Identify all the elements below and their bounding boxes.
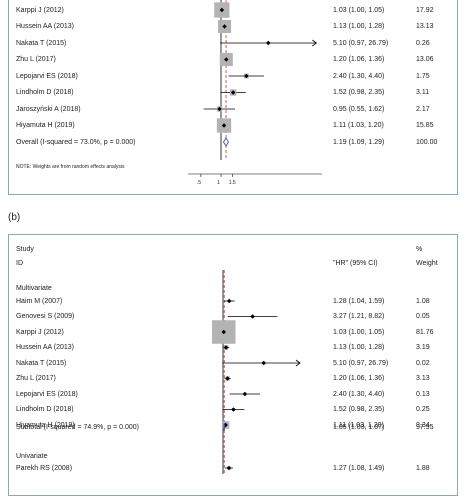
study-row-ci-label: 1.52 (0.98, 2.35) [333, 89, 385, 96]
study-row-weight-label: 15.85 [416, 122, 434, 129]
study-row-study-label: Lindholm D (2018) [16, 406, 74, 413]
study-row-study-label: Karppi J (2012) [16, 6, 64, 14]
univariate-row-study-label: Parekh RS (2008) [16, 464, 73, 472]
study-row-point-estimate [224, 57, 229, 62]
univariate-row-ci-label: 1.27 (1.08, 1.49) [333, 464, 385, 472]
study-row-study-label: Genovesi S (2009) [16, 313, 75, 320]
study-row-ci-label: 0.95 (0.55, 1.62) [333, 105, 385, 113]
study-row-ci-label: 1.52 (0.98, 2.35) [333, 406, 385, 413]
study-row-ci-arrow [312, 39, 318, 47]
study-row-point-estimate [250, 314, 255, 319]
study-row-study-label: Zhu L (2017) [16, 56, 56, 63]
study-row-weight-label: 3.13 [416, 375, 430, 382]
study-row-weight-label: 3.19 [416, 344, 430, 351]
study-row-weight-label: 1.75 [416, 72, 430, 80]
summary-weight-label: 97.95 [416, 423, 434, 431]
header-weight: Weight [416, 260, 438, 267]
study-row-weight-label: 1.08 [416, 297, 430, 305]
study-row-weight-label: 17.92 [416, 6, 434, 14]
summary-label: Subtotal (I-squared = 74.9%, p = 0.000) [16, 423, 139, 431]
header-ci: "HR" (95% CI) [333, 260, 378, 267]
study-row-ci-label: 5.10 (0.97, 26.79) [333, 359, 389, 367]
study-row-study-label: Hussein AA (2013) [16, 23, 74, 30]
study-row-study-label: Hussein AA (2013) [16, 344, 74, 351]
study-row-ci-label: 1.03 (1.00, 1.05) [333, 6, 385, 14]
study-row-weight-label: 0.02 [416, 359, 430, 367]
study-row-point-estimate [242, 391, 248, 397]
study-row-ci-label: 1.11 (1.03, 1.20) [333, 122, 384, 129]
study-row-ci-label: 1.20 (1.06, 1.36) [333, 375, 385, 382]
weights-note: NOTE: Weights are from random effects an… [16, 164, 125, 170]
study-row-weight-label: 3.11 [416, 89, 430, 96]
study-row-ci-label: 1.13 (1.00, 1.28) [333, 23, 385, 30]
study-row-point-estimate [222, 24, 227, 29]
study-row-point-estimate [221, 123, 227, 128]
study-row-point-estimate [266, 40, 271, 46]
study-row-study-label: Lepojarvi ES (2018) [16, 390, 78, 398]
study-row-point-estimate [219, 7, 225, 13]
x-tick-label: 1.5 [228, 180, 236, 186]
study-row-weight-label: 0.26 [416, 39, 430, 47]
panel-label-b: (b) [8, 212, 21, 223]
forest-svg-a [188, 0, 322, 177]
study-row-ci-label: 3.27 (1.21, 8.82) [333, 313, 385, 320]
study-row-weight-label: 13.06 [416, 56, 434, 63]
study-row-study-label: Haim M (2007) [16, 297, 63, 305]
study-row-ci-arrow [295, 359, 301, 367]
study-row-study-label: Hiyamuta H (2019) [16, 122, 75, 129]
study-row-point-estimate [221, 329, 226, 335]
study-row-ci-label: 2.40 (1.30, 4.40) [333, 390, 385, 398]
study-row-weight-label: 13.13 [416, 23, 434, 30]
study-row-weight-label: 0.13 [416, 390, 430, 398]
header-percent: % [416, 246, 423, 253]
study-row-study-label: Hiyamuta H (2019) [16, 421, 75, 429]
summary-ci-label: 1.19 (1.09, 1.29) [333, 138, 385, 146]
study-row-ci-label: 1.03 (1.00, 1.05) [333, 328, 385, 336]
study-row-point-estimate [230, 90, 236, 95]
study-row-point-estimate [223, 345, 229, 350]
header-study: Study [16, 246, 34, 253]
forest-plot-a: Karppi J (2012) 1.03 (1.00, 1.05) 17.92 Hus… [0, 0, 474, 196]
summary-ci-label: 1.05 (1.03, 1.07) [333, 423, 385, 431]
summary-weight-label: 100.00 [416, 138, 438, 146]
summary-diamond [222, 137, 229, 147]
forest-plot-b: (b) Study ID "HR" (95% CI) % Weight Mult… [0, 212, 474, 496]
univariate-row-point-estimate [226, 465, 232, 471]
study-row-point-estimate [217, 106, 222, 112]
study-row-study-label: Jaroszyński A (2018) [16, 105, 81, 113]
study-row-weight-label: 8.34 [416, 421, 430, 429]
summary-label: Overall (I-squared = 73.0%, p = 0.000) [16, 138, 136, 146]
study-row-ci-label: 1.28 (1.04, 1.59) [333, 297, 385, 305]
study-row-point-estimate [244, 73, 249, 79]
study-row-study-label: Nakata T (2015) [16, 39, 67, 47]
study-row-point-estimate [231, 407, 236, 412]
study-row-point-estimate [226, 298, 232, 304]
univariate-row-weight-label: 1.88 [416, 464, 430, 472]
header-id: ID [16, 260, 23, 267]
study-row-study-label: Lepojarvi ES (2018) [16, 72, 78, 80]
study-row-weight-label: 2.17 [416, 105, 430, 113]
plot-frame-b [8, 234, 458, 496]
study-row-ci-label: 5.10 (0.97, 26.79) [333, 39, 389, 47]
forest-svg-b [211, 270, 301, 474]
plot-frame-a [8, 0, 458, 195]
study-row-weight-label: 81.76 [416, 328, 434, 336]
study-row-weight-label: 0.05 [416, 313, 430, 320]
study-row-ci-label: 1.11 (1.03, 1.20) [333, 421, 384, 429]
study-row-ci-label: 1.20 (1.06, 1.36) [333, 56, 385, 63]
study-row-point-estimate [261, 360, 266, 366]
study-row-ci-label: 2.40 (1.30, 4.40) [333, 72, 385, 80]
study-row-weight-label: 0.25 [416, 406, 430, 413]
study-row-point-estimate [225, 376, 230, 381]
study-row-study-label: Karppi J (2012) [16, 328, 64, 336]
study-row-ci-label: 1.13 (1.00, 1.28) [333, 344, 385, 351]
group-label-multivariate: Multivariate [16, 285, 52, 292]
group-label-univariate: Univariate [16, 453, 48, 460]
x-tick-label: 1 [217, 180, 220, 186]
summary-diamond [223, 422, 226, 432]
x-tick-label: .5 [196, 180, 202, 186]
study-row-study-label: Nakata T (2015) [16, 359, 67, 367]
study-row-study-label: Zhu L (2017) [16, 375, 56, 382]
study-row-study-label: Lindholm D (2018) [16, 89, 74, 96]
